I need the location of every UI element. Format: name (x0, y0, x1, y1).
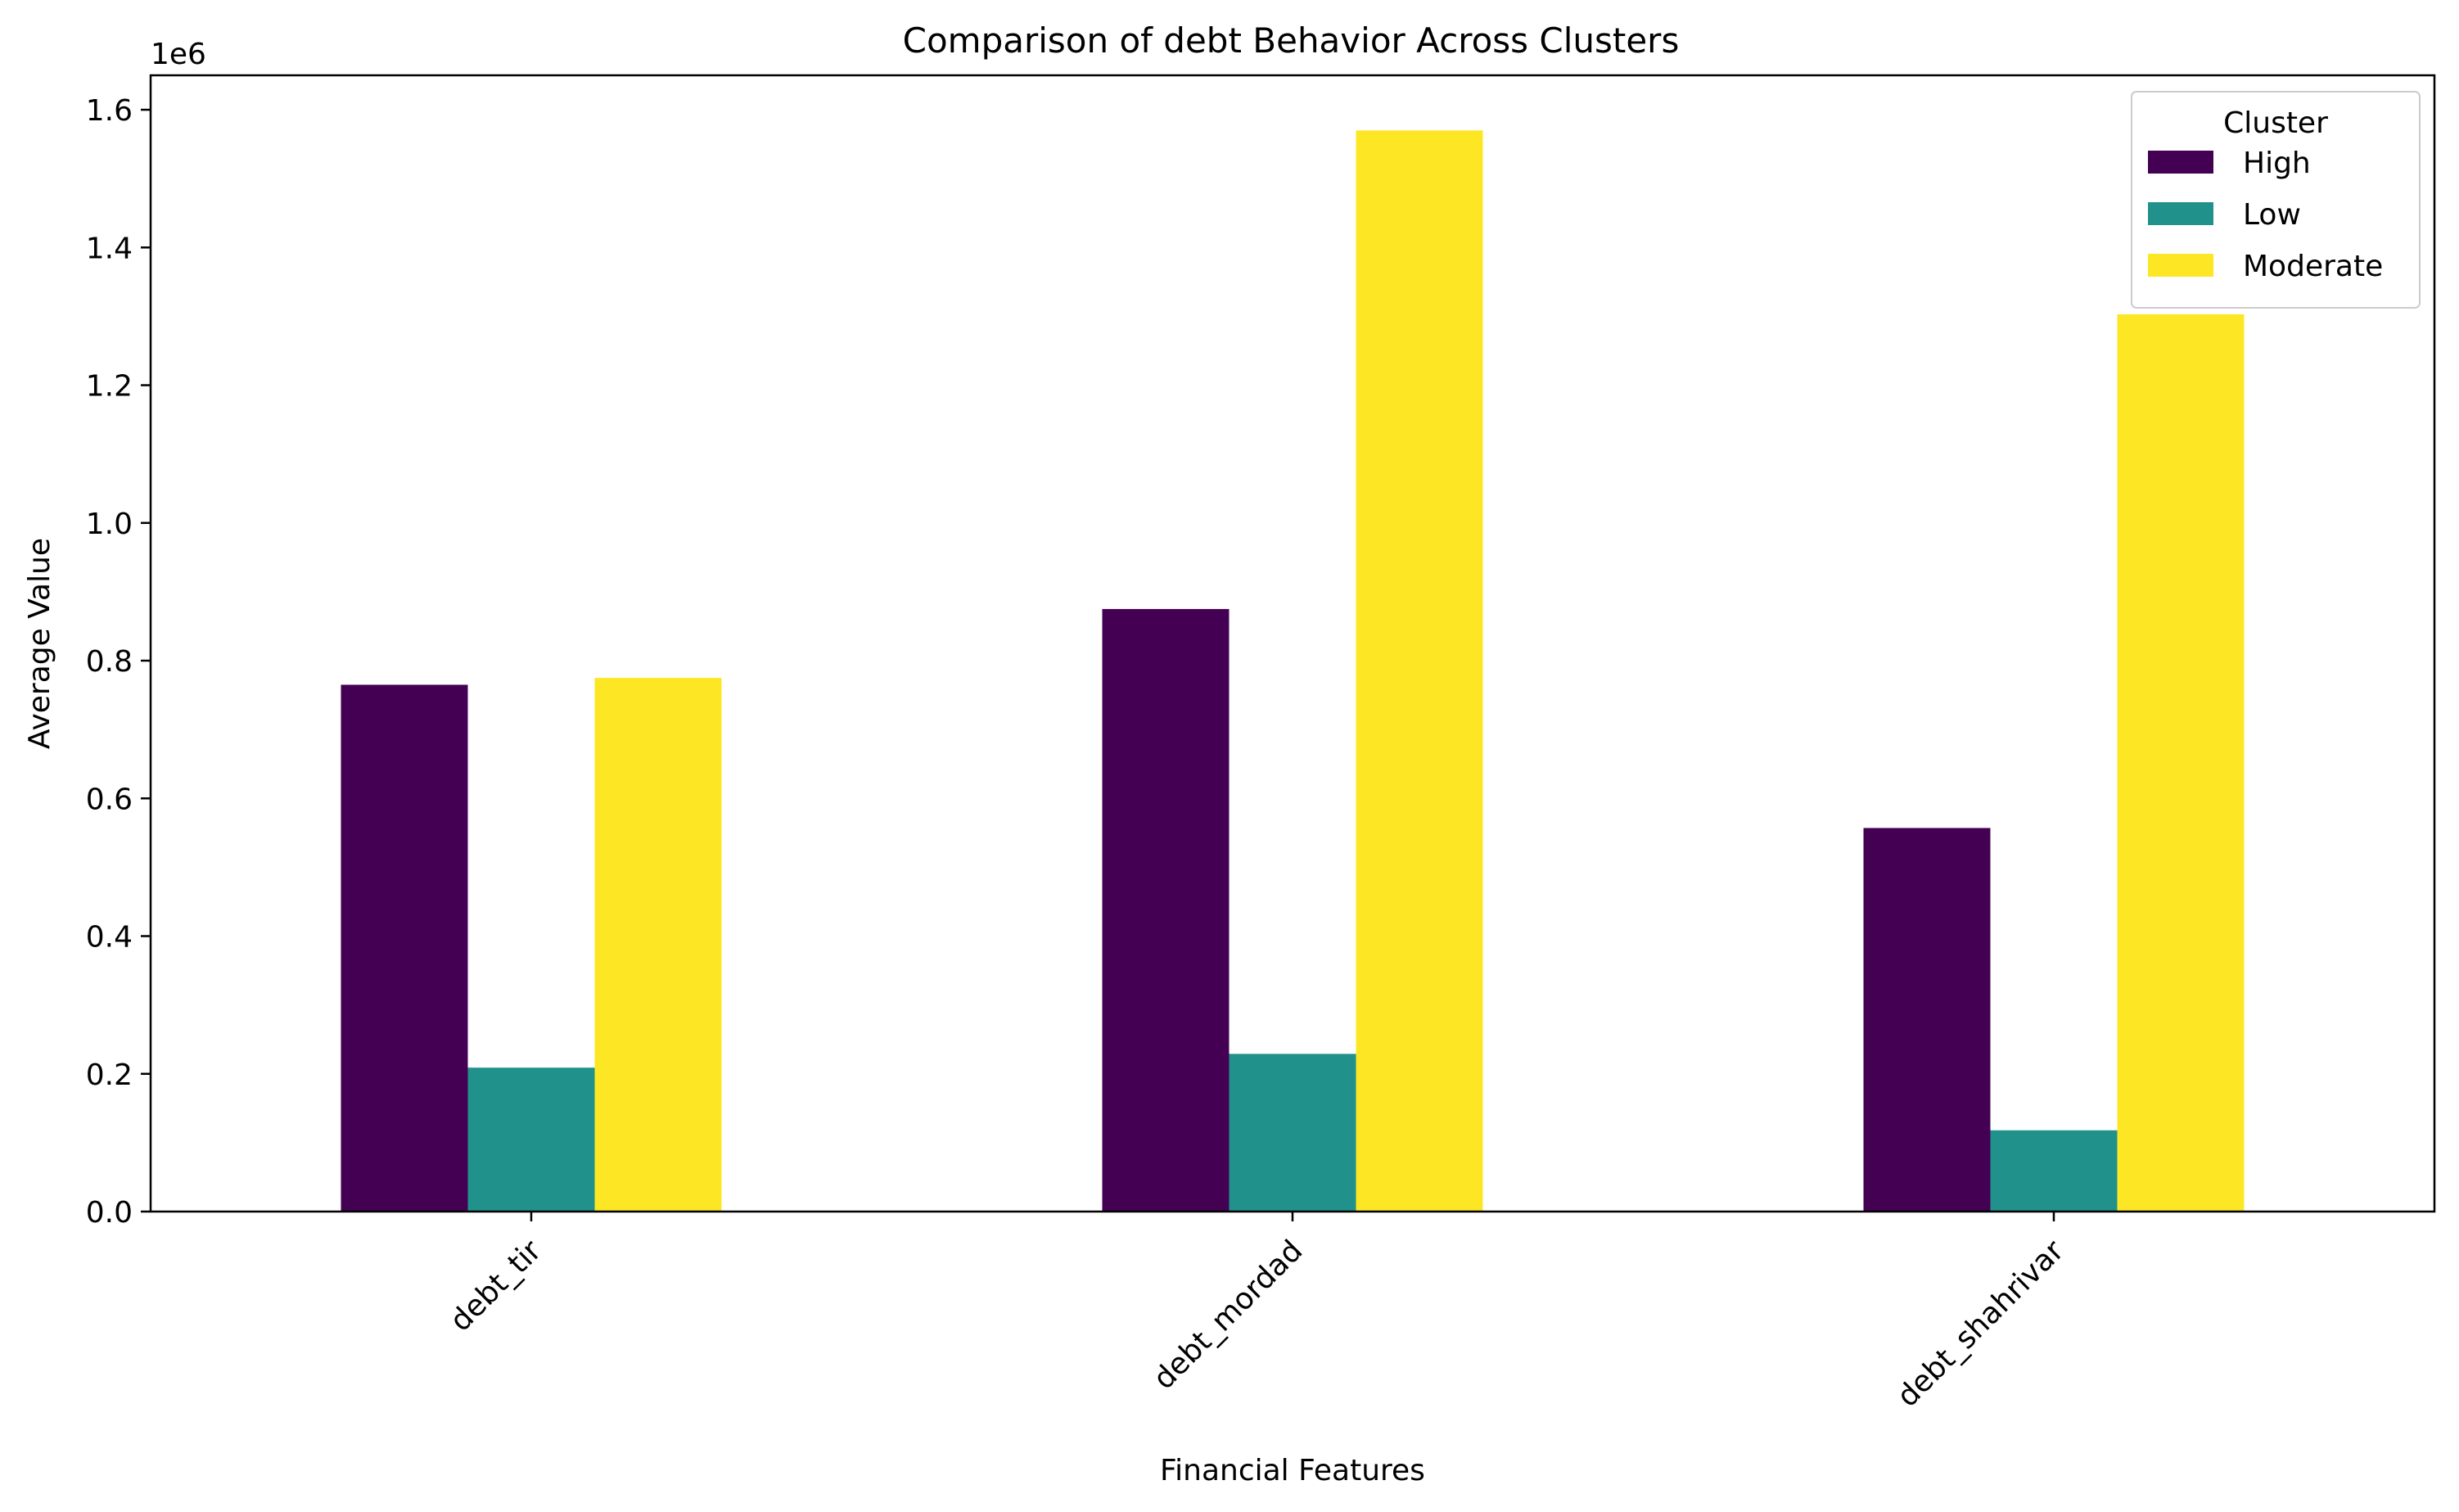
y-tick-label: 0.6 (86, 783, 133, 816)
y-tick-label: 0.8 (86, 645, 133, 679)
legend-label-moderate: Moderate (2243, 250, 2383, 283)
y-axis-label: Average Value (23, 538, 56, 749)
y-tick-label: 0.2 (86, 1058, 133, 1092)
bar-moderate-debt_tir (594, 678, 722, 1212)
legend-swatch-low (2148, 202, 2213, 225)
legend-swatch-moderate (2148, 254, 2213, 277)
y-tick-label: 1.4 (86, 232, 133, 265)
x-axis-label: Financial Features (1160, 1454, 1425, 1487)
legend-swatch-high (2148, 151, 2213, 174)
bar-high-debt_tir (341, 684, 468, 1212)
legend-label-high: High (2243, 147, 2311, 180)
y-tick-label: 1.2 (86, 370, 133, 404)
bar-high-debt_mordad (1102, 608, 1230, 1212)
bar-high-debt_shahrivar (1863, 828, 1991, 1212)
y-tick-label: 0.0 (86, 1196, 133, 1230)
legend-label-low: Low (2243, 198, 2301, 232)
plot-frame (149, 74, 2436, 1213)
bar-moderate-debt_shahrivar (2117, 314, 2245, 1212)
bar-low-debt_tir (467, 1067, 595, 1212)
bar-low-debt_shahrivar (1990, 1130, 2118, 1212)
legend: Cluster High Low Moderate (2131, 91, 2421, 309)
chart-title: Comparison of debt Behavior Across Clust… (903, 20, 1680, 61)
y-tick-label: 0.4 (86, 921, 133, 955)
bar-low-debt_mordad (1229, 1054, 1356, 1212)
legend-items: High Low Moderate (2148, 147, 2383, 283)
y-tick-label: 1.0 (86, 508, 133, 541)
bar-moderate-debt_mordad (1356, 130, 1483, 1212)
y-tick-label: 1.6 (86, 94, 133, 128)
y-axis-offset-label: 1e6 (151, 38, 206, 71)
legend-title: Cluster (2223, 106, 2328, 140)
plot-area: debt_tir debt_mordad debt_shahrivar0.00.20… (86, 94, 2245, 1414)
